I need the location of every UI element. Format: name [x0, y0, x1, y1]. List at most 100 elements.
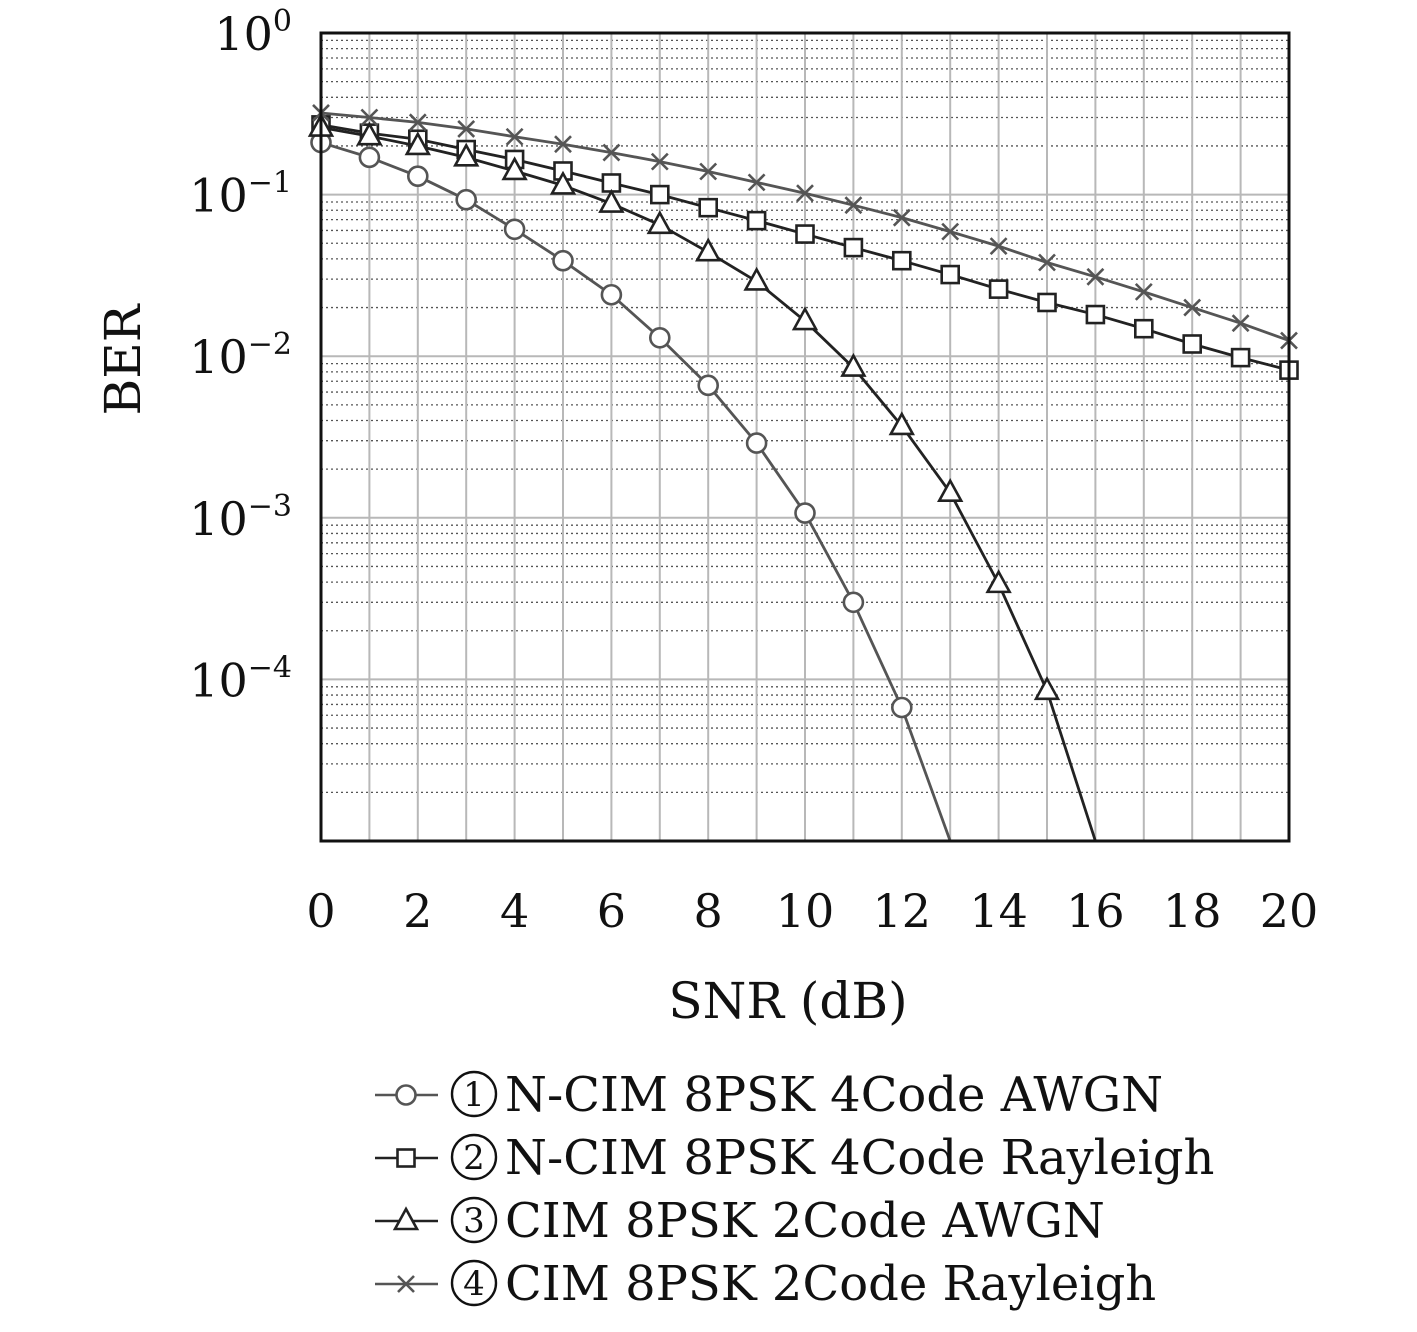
x-tick-label: 10 — [776, 884, 835, 938]
legend-number: 4 — [463, 1264, 485, 1304]
data-point-x-stroke — [747, 173, 766, 192]
data-point-square — [795, 224, 815, 244]
x-tick-label: 18 — [1163, 884, 1222, 938]
plot-frame — [319, 31, 1291, 843]
data-point-x-stroke — [602, 143, 621, 162]
data-point-x-stroke — [505, 127, 524, 146]
series-4 — [312, 104, 1298, 350]
legend: 1 N-CIM 8PSK 4Code AWGN 2 N-CIM 8PSK 4Code … — [375, 1067, 1214, 1312]
series-3 — [307, 112, 1097, 842]
data-point-square — [698, 197, 719, 218]
data-point-square — [843, 237, 864, 258]
data-point-x — [989, 237, 1008, 256]
data-point-x-stroke — [360, 108, 379, 127]
data-point-x — [941, 222, 960, 241]
x-tick-label: 0 — [306, 884, 335, 938]
series-layer — [307, 104, 1299, 842]
data-point-triangle — [1033, 676, 1061, 701]
legend-number: 2 — [463, 1138, 485, 1178]
data-point-triangle — [453, 142, 480, 167]
x-tick-label: 12 — [873, 884, 932, 938]
y-tick-label: 100 — [214, 4, 292, 61]
data-point-x-stroke — [699, 162, 718, 181]
data-point-square — [649, 184, 670, 205]
legend-item-2: 2 N-CIM 8PSK 4Code Rayleigh — [375, 1130, 1214, 1186]
data-point-triangle — [888, 411, 915, 436]
y-axis-label: BER — [94, 303, 152, 415]
data-point-triangle — [695, 237, 722, 262]
data-point-x — [360, 108, 379, 127]
data-point-circle — [395, 1084, 417, 1106]
data-point-x — [747, 173, 766, 192]
grid-layer — [321, 33, 1289, 841]
legend-item-3: 3 CIM 8PSK 2Code AWGN — [375, 1193, 1105, 1249]
legend-label: N-CIM 8PSK 4Code AWGN — [505, 1067, 1163, 1123]
data-point-triangle — [404, 131, 431, 156]
data-point-triangle — [549, 170, 577, 195]
data-point-triangle — [985, 569, 1012, 594]
data-point-x — [796, 184, 814, 203]
data-point-circle — [503, 218, 526, 241]
data-point-x — [1086, 267, 1105, 286]
data-point-x-stroke — [1038, 253, 1056, 272]
legend-number: 1 — [463, 1075, 485, 1115]
data-point-square — [1134, 318, 1154, 339]
data-point-circle — [890, 696, 913, 719]
data-point-x-stroke — [941, 222, 960, 241]
data-point-x-stroke — [1134, 282, 1153, 301]
data-point-x — [892, 208, 911, 227]
data-point-x — [457, 119, 476, 138]
legend-label: CIM 8PSK 2Code Rayleigh — [505, 1256, 1156, 1312]
x-tick-label: 2 — [403, 884, 432, 938]
data-point-square — [1037, 292, 1057, 313]
data-point-square — [746, 210, 767, 231]
data-point-square — [396, 1148, 416, 1168]
data-point-x — [1183, 298, 1202, 317]
data-point-triangle — [646, 210, 673, 235]
data-point-circle — [358, 146, 381, 169]
data-point-square — [1182, 334, 1202, 354]
data-point-triangle — [791, 306, 819, 331]
data-point-x-stroke — [397, 1275, 415, 1293]
legend-number-circle — [450, 1133, 498, 1181]
data-point-square — [940, 264, 961, 285]
data-point-x — [1038, 253, 1056, 272]
y-tick-label: 10−3 — [189, 489, 292, 546]
data-point-x — [1134, 282, 1153, 301]
data-point-x — [505, 127, 524, 146]
x-axis-label: SNR (dB) — [668, 972, 907, 1030]
data-point-x-stroke — [457, 119, 476, 138]
data-point-triangle — [937, 478, 964, 502]
data-point-circle — [406, 165, 429, 187]
data-point-x-stroke — [796, 184, 814, 203]
legend-number: 3 — [463, 1201, 485, 1241]
data-point-circle — [552, 249, 574, 272]
data-point-circle — [794, 502, 816, 524]
data-point-square — [891, 250, 912, 271]
data-point-x — [650, 152, 669, 171]
y-tick-label: 10−2 — [189, 327, 292, 384]
data-point-circle — [842, 591, 865, 614]
data-point-circle — [745, 432, 768, 454]
data-point-x-stroke — [844, 196, 863, 215]
y-tick-label: 10−1 — [189, 166, 292, 223]
legend-label: CIM 8PSK 2Code AWGN — [505, 1193, 1105, 1249]
data-point-x-stroke — [892, 208, 911, 227]
data-point-x — [408, 113, 427, 132]
data-point-x — [1231, 314, 1250, 333]
data-point-x — [554, 135, 572, 154]
legend-number-circle — [450, 1196, 498, 1244]
x-tick-label: 14 — [969, 884, 1028, 938]
data-point-x — [397, 1275, 415, 1293]
data-point-x-stroke — [1231, 314, 1250, 333]
x-tick-label: 4 — [500, 884, 529, 938]
data-point-circle — [600, 283, 623, 306]
data-point-x-stroke — [408, 113, 427, 132]
data-point-x-stroke — [650, 152, 669, 171]
legend-item-1: 1 N-CIM 8PSK 4Code AWGN — [375, 1067, 1163, 1123]
tick-layer: 0 2 4 6 8 10 12 14 16 18 20 100 10−1 10−2 10−3 10−4 — [189, 4, 1318, 938]
x-tick-label: 20 — [1260, 884, 1319, 938]
data-point-triangle — [598, 188, 625, 213]
